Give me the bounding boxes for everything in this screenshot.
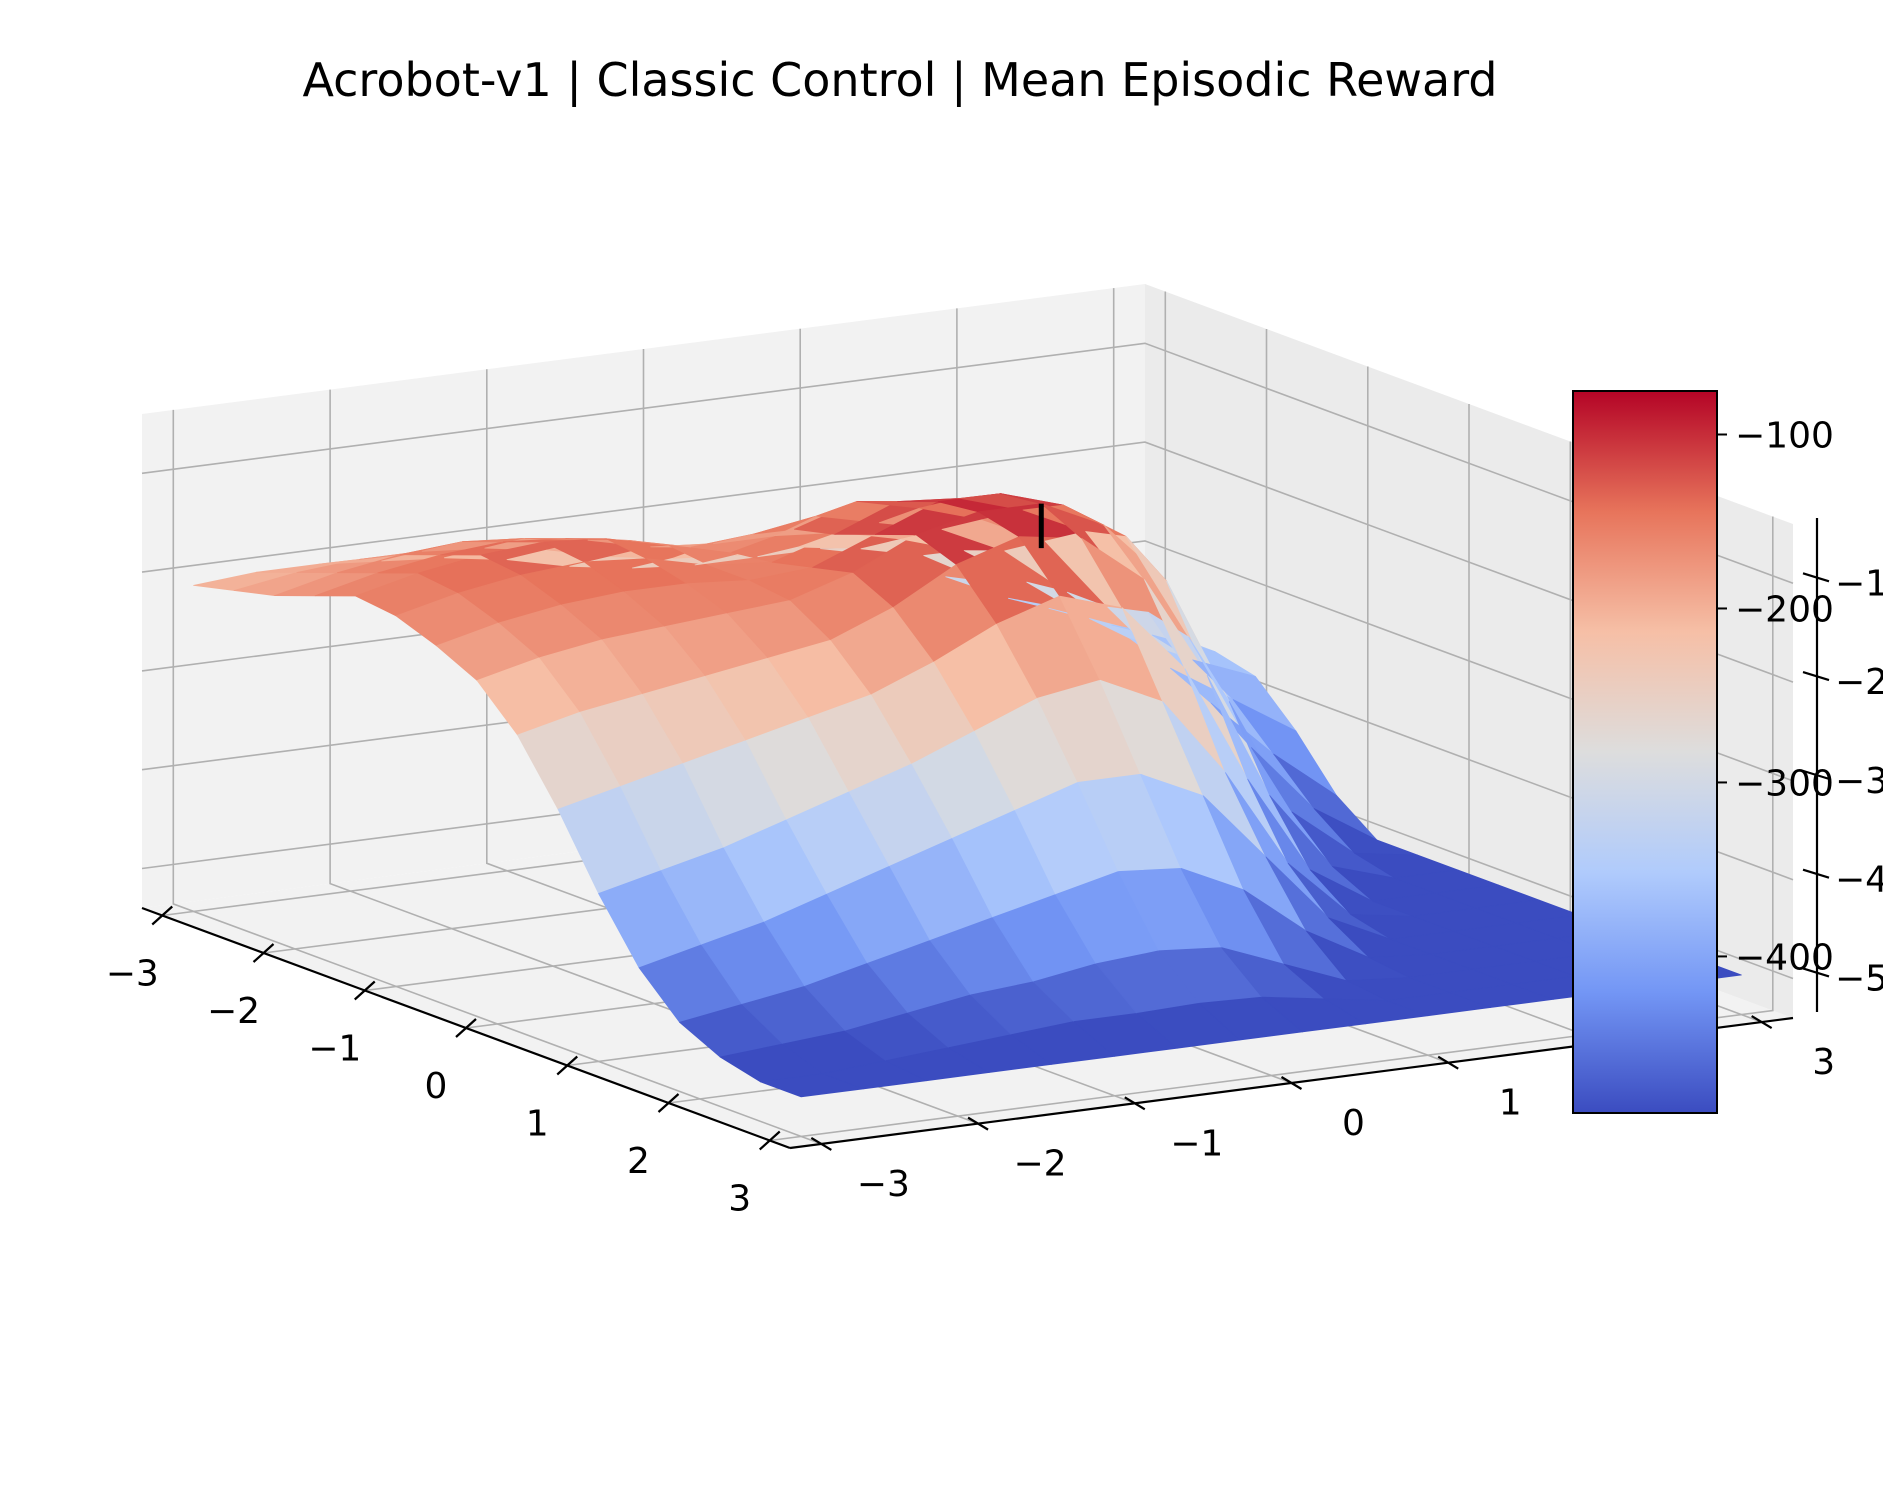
z-tick <box>1802 572 1830 583</box>
y-tick <box>810 1136 832 1151</box>
x-tick <box>354 980 376 1001</box>
colorbar-tick-label: −200 <box>1735 589 1834 630</box>
y-tick-label: −1 <box>1170 1123 1223 1164</box>
y-tick <box>967 1116 989 1131</box>
colorbar: −400 −300 −200 −100 <box>1572 390 1834 1114</box>
y-tick-label: 1 <box>1499 1083 1522 1124</box>
y-tick-label: −3 <box>857 1164 910 1205</box>
z-tick <box>1802 671 1830 682</box>
grid-line-y <box>172 409 822 1145</box>
y-tick-label: 0 <box>1342 1103 1365 1144</box>
chart-title: Acrobot-v1 | Classic Control | Mean Epis… <box>302 53 1497 108</box>
y-tick <box>1280 1076 1303 1090</box>
z-tick <box>1802 868 1830 879</box>
x-tick <box>455 1018 477 1038</box>
x-tick-label: −2 <box>207 991 260 1032</box>
z-tick <box>1802 769 1830 780</box>
x-tick <box>759 1130 781 1151</box>
z-tick-label: −100 <box>1835 563 1883 604</box>
x-tick <box>556 1055 578 1076</box>
x-tick-label: 3 <box>728 1179 751 1220</box>
y-tick-label: 3 <box>1812 1042 1835 1083</box>
x-tick-label: 2 <box>627 1141 650 1182</box>
y-tick <box>1751 1015 1773 1030</box>
colorbar-gradient <box>1572 390 1718 1114</box>
y-tick <box>1437 1055 1459 1070</box>
x-tick <box>252 943 275 963</box>
colorbar-tick-label: −400 <box>1735 937 1834 978</box>
z-tick-label: −300 <box>1835 761 1883 802</box>
colorbar-tick-label: −100 <box>1735 415 1834 456</box>
x-tick-label: 1 <box>526 1104 549 1145</box>
z-tick-label: −200 <box>1835 662 1883 703</box>
x-tick <box>657 1093 680 1113</box>
z-tick <box>1802 967 1830 978</box>
x-tick-label: 0 <box>425 1066 448 1107</box>
surface-mesh <box>193 493 1742 1098</box>
z-tick-label: −400 <box>1835 860 1883 901</box>
colorbar-tick-label: −300 <box>1735 763 1834 804</box>
x-tick-label: −3 <box>106 954 159 995</box>
z-tick-label: −500 <box>1835 958 1883 999</box>
y-tick <box>1124 1096 1146 1111</box>
grid-line-x <box>769 516 1774 1142</box>
x-tick <box>151 905 173 926</box>
y-tick-label: −2 <box>1014 1144 1067 1185</box>
x-tick-label: −1 <box>308 1029 361 1070</box>
